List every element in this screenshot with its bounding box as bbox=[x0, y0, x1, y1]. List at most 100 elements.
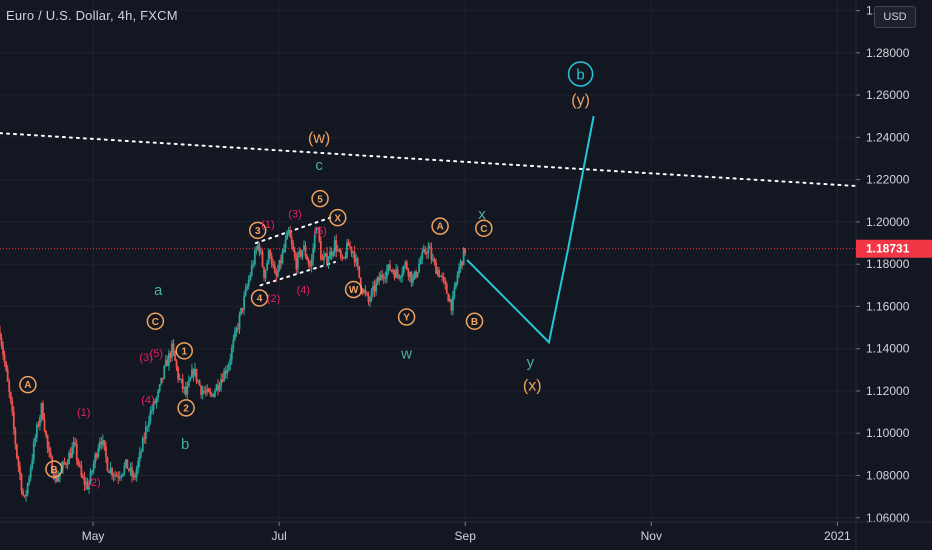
candle-body bbox=[233, 331, 236, 340]
wave-label: b bbox=[576, 66, 584, 83]
candle-body bbox=[80, 465, 83, 476]
candle-body bbox=[263, 266, 265, 279]
candle-body bbox=[108, 470, 110, 473]
candle-body bbox=[237, 328, 239, 330]
candle-body bbox=[175, 360, 178, 368]
candle-body bbox=[339, 250, 342, 258]
channel-line bbox=[259, 261, 336, 287]
candle-body bbox=[26, 483, 29, 495]
candle-body bbox=[238, 314, 241, 329]
candle-body bbox=[121, 473, 124, 476]
candle-body bbox=[63, 461, 66, 464]
candle-body bbox=[105, 446, 107, 458]
candle-body bbox=[2, 345, 4, 355]
time-axis[interactable]: May Jul Sep Nov 2021 bbox=[0, 521, 932, 543]
wave-label: (4) bbox=[297, 284, 310, 296]
candle-body bbox=[462, 248, 465, 266]
candle-body bbox=[0, 331, 1, 339]
wave-label: (y) bbox=[571, 92, 590, 109]
y-tick-label: 1.22000 bbox=[866, 173, 910, 187]
candle-body bbox=[318, 227, 321, 242]
candle-body bbox=[381, 274, 384, 278]
wave-label-circle bbox=[567, 61, 594, 87]
candle-body bbox=[257, 244, 259, 250]
candle-body bbox=[128, 469, 130, 471]
candle-body bbox=[387, 264, 390, 271]
candle-body bbox=[373, 285, 376, 292]
wave-label: (5) bbox=[150, 348, 163, 360]
wave-label-circle bbox=[344, 280, 363, 299]
wave-label: (2) bbox=[267, 293, 280, 305]
candle-body bbox=[359, 277, 362, 290]
candle-body bbox=[86, 482, 89, 490]
candle-body bbox=[111, 468, 113, 476]
candle-body bbox=[148, 421, 150, 427]
wave-label: w bbox=[400, 345, 412, 362]
candle-body bbox=[29, 467, 32, 478]
candle-body bbox=[0, 338, 3, 346]
candle-body bbox=[9, 392, 12, 402]
candle-body bbox=[181, 378, 184, 389]
candle-body bbox=[432, 259, 434, 261]
candle-body bbox=[419, 259, 422, 264]
candle-body bbox=[370, 290, 373, 300]
candle-body bbox=[418, 263, 421, 273]
wave-label: (5) bbox=[313, 225, 326, 237]
candle-body bbox=[118, 477, 121, 479]
candle-body bbox=[392, 270, 394, 272]
candle-body bbox=[324, 253, 327, 257]
candle-body bbox=[126, 459, 129, 470]
currency-button[interactable]: USD bbox=[874, 6, 916, 28]
candle-body bbox=[329, 251, 331, 260]
candle-body bbox=[252, 264, 255, 266]
candle-body bbox=[303, 245, 305, 251]
candle-body bbox=[158, 384, 161, 392]
y-tick-label: 1.08000 bbox=[866, 469, 910, 483]
candle-body bbox=[3, 354, 6, 363]
candle-body bbox=[146, 426, 149, 428]
candle-body bbox=[435, 262, 437, 274]
candle-body bbox=[272, 264, 275, 266]
candle-body bbox=[255, 249, 258, 251]
candle-body bbox=[298, 250, 301, 254]
channel-line bbox=[254, 216, 332, 245]
candle-body bbox=[430, 248, 433, 260]
last-price-label: 1.18731 bbox=[866, 242, 910, 256]
candle-body bbox=[14, 428, 17, 445]
wave-label: (4) bbox=[141, 394, 154, 406]
candle-body bbox=[229, 359, 232, 365]
wave-label: C bbox=[152, 317, 159, 328]
candle-body bbox=[68, 452, 70, 465]
candle-body bbox=[356, 258, 359, 266]
candle-body bbox=[336, 249, 339, 251]
candle-body bbox=[267, 250, 270, 263]
candle-body bbox=[409, 271, 411, 277]
candle-body bbox=[301, 250, 304, 257]
candle-body bbox=[204, 391, 207, 393]
projection-path[interactable] bbox=[466, 116, 595, 345]
candle-body bbox=[427, 246, 430, 254]
candle-body bbox=[321, 258, 324, 261]
candle-body bbox=[129, 467, 132, 471]
wave-label-circle bbox=[250, 289, 269, 307]
wave-label: c bbox=[315, 157, 323, 174]
channel-lines[interactable] bbox=[254, 216, 336, 287]
candle-body bbox=[55, 474, 58, 482]
candle-body bbox=[132, 475, 135, 477]
candle-body bbox=[72, 442, 75, 448]
candle-body bbox=[45, 430, 47, 436]
candle-body bbox=[270, 256, 273, 265]
candle-body bbox=[101, 440, 104, 445]
wave-label: (w) bbox=[308, 130, 330, 147]
candle-body bbox=[361, 289, 364, 294]
x-tick-label: May bbox=[82, 529, 105, 543]
candle-body bbox=[42, 403, 44, 420]
candle-body bbox=[290, 237, 293, 244]
candle-body bbox=[286, 231, 288, 240]
candle-body bbox=[304, 245, 307, 256]
y-tick-label: 1.10000 bbox=[866, 426, 910, 440]
trendline[interactable] bbox=[0, 132, 857, 187]
candle-body bbox=[131, 467, 133, 477]
candle-body bbox=[200, 385, 203, 395]
